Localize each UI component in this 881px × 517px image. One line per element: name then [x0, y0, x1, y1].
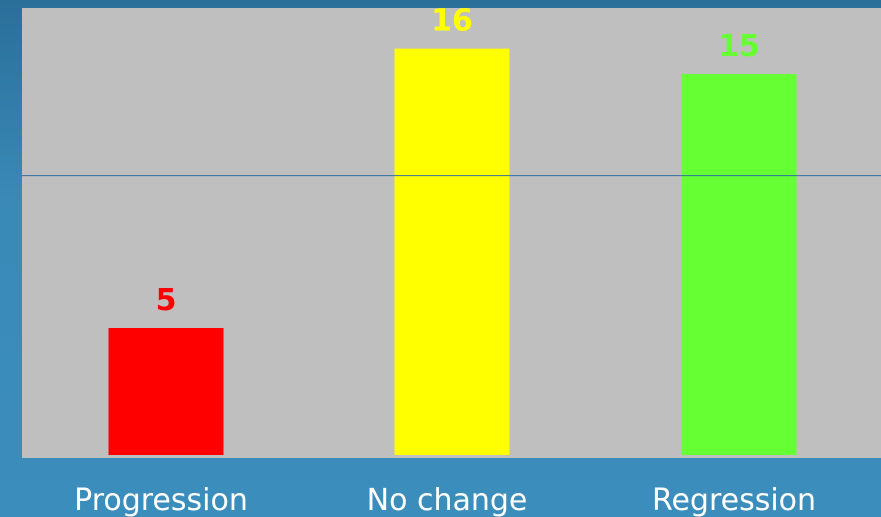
bars-group	[108, 48, 797, 456]
category-label: No change	[367, 483, 528, 517]
value-label: 5	[156, 283, 177, 318]
value-label: 16	[431, 4, 473, 39]
value-label: 15	[718, 29, 760, 64]
bar-regression	[681, 74, 797, 455]
bar-progression	[108, 328, 224, 455]
category-label: Regression	[652, 483, 816, 517]
labels-group: 5 Progression 16 No change 15 Regression	[74, 4, 816, 517]
category-label: Progression	[74, 483, 248, 517]
bar-no-change	[394, 48, 510, 456]
